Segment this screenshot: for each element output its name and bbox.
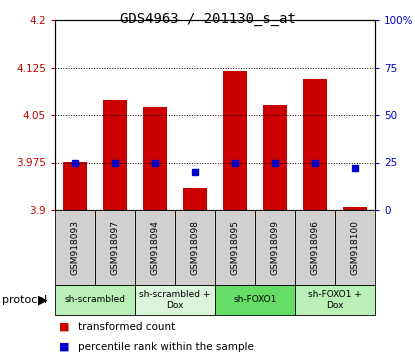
Text: GDS4963 / 201130_s_at: GDS4963 / 201130_s_at bbox=[120, 12, 295, 26]
Text: GSM918096: GSM918096 bbox=[310, 220, 320, 275]
Bar bbox=[295, 210, 335, 285]
Bar bbox=[303, 79, 327, 210]
Bar bbox=[135, 285, 215, 315]
Bar bbox=[263, 105, 287, 210]
Bar bbox=[95, 210, 135, 285]
Bar bbox=[55, 285, 135, 315]
Bar bbox=[103, 101, 127, 210]
Text: sh-FOXO1 +
Dox: sh-FOXO1 + Dox bbox=[308, 290, 362, 310]
Text: GSM918100: GSM918100 bbox=[351, 220, 359, 275]
Text: ■: ■ bbox=[59, 342, 70, 352]
Bar bbox=[215, 285, 295, 315]
Text: GSM918095: GSM918095 bbox=[230, 220, 239, 275]
Bar bbox=[63, 162, 87, 210]
Bar bbox=[183, 188, 207, 210]
Text: sh-FOXO1: sh-FOXO1 bbox=[233, 296, 277, 304]
Bar bbox=[255, 210, 295, 285]
Text: sh-scrambled: sh-scrambled bbox=[64, 296, 125, 304]
Text: GSM918097: GSM918097 bbox=[110, 220, 120, 275]
Bar bbox=[295, 285, 375, 315]
Text: GSM918093: GSM918093 bbox=[71, 220, 80, 275]
Bar bbox=[55, 210, 95, 285]
Text: ▶: ▶ bbox=[38, 293, 47, 307]
Text: sh-scrambled +
Dox: sh-scrambled + Dox bbox=[139, 290, 211, 310]
Text: percentile rank within the sample: percentile rank within the sample bbox=[78, 342, 254, 352]
Bar bbox=[335, 210, 375, 285]
Bar bbox=[143, 107, 167, 210]
Text: GSM918099: GSM918099 bbox=[271, 220, 279, 275]
Text: ■: ■ bbox=[59, 322, 70, 332]
Text: transformed count: transformed count bbox=[78, 322, 175, 332]
Bar bbox=[215, 210, 255, 285]
Bar bbox=[175, 210, 215, 285]
Bar bbox=[343, 207, 367, 210]
Bar bbox=[135, 210, 175, 285]
Text: GSM918094: GSM918094 bbox=[151, 220, 159, 275]
Text: protocol: protocol bbox=[2, 295, 47, 305]
Text: GSM918098: GSM918098 bbox=[190, 220, 200, 275]
Bar bbox=[223, 71, 247, 210]
